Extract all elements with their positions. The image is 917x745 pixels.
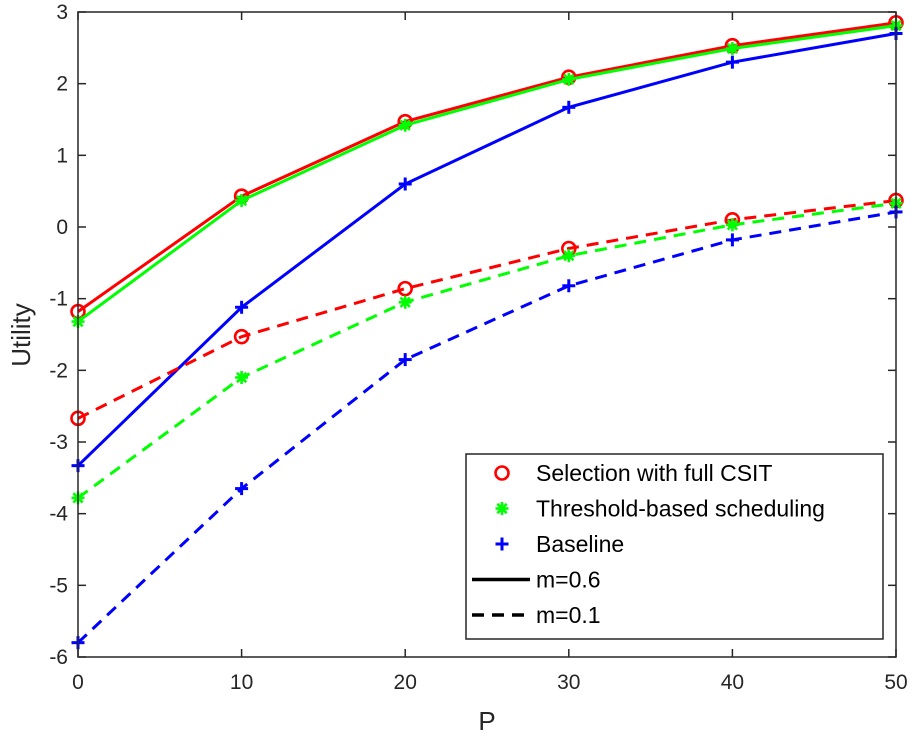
legend-label: m=0.6 bbox=[536, 567, 601, 593]
data-point-baseline-01-1 bbox=[235, 482, 249, 496]
data-point-threshold-based-scheduling-06-3 bbox=[562, 72, 576, 86]
y-tick-label: 2 bbox=[56, 73, 68, 96]
series-line-selection-with-full-csit-06 bbox=[77, 21, 897, 313]
data-point-baseline-06-4 bbox=[725, 55, 739, 69]
legend-item-selection-with-full-csit: Selection with full CSIT bbox=[494, 460, 772, 486]
legend: Selection with full CSIT Threshold-based … bbox=[465, 453, 884, 640]
legend-plus-icon bbox=[495, 537, 509, 551]
data-point-baseline-01-3 bbox=[562, 279, 576, 293]
y-tick-label: 1 bbox=[56, 144, 68, 167]
y-axis-label: Utility bbox=[6, 303, 36, 367]
legend-label: Selection with full CSIT bbox=[536, 460, 772, 486]
data-point-threshold-based-scheduling-01-2 bbox=[398, 295, 412, 309]
series-line-baseline-06 bbox=[76, 32, 897, 467]
data-point-threshold-based-scheduling-01-1 bbox=[235, 371, 249, 384]
legend-item-m-0-6: m=0.6 bbox=[472, 567, 601, 593]
y-tick-label: -4 bbox=[49, 503, 68, 526]
data-point-selection-with-full-csit-01-2 bbox=[397, 280, 414, 297]
series-line-threshold-based-scheduling-06 bbox=[77, 24, 897, 323]
legend-label: Threshold-based scheduling bbox=[536, 496, 825, 522]
x-tick-label: 20 bbox=[394, 671, 417, 694]
data-point-baseline-01-2 bbox=[398, 353, 412, 367]
x-tick-label: 50 bbox=[884, 671, 907, 694]
legend-label: m=0.1 bbox=[536, 602, 601, 628]
y-tick-label: -5 bbox=[49, 574, 68, 597]
y-tick-label: -2 bbox=[49, 359, 68, 382]
y-tick-label: 3 bbox=[56, 1, 68, 24]
legend-item-baseline: Baseline bbox=[495, 531, 624, 557]
data-point-baseline-06-2 bbox=[398, 177, 412, 191]
legend-circle-icon bbox=[494, 465, 510, 481]
legend-box bbox=[465, 453, 884, 640]
data-point-threshold-based-scheduling-01-4 bbox=[725, 218, 739, 232]
y-tick-label: -6 bbox=[49, 646, 68, 669]
legend-label: Baseline bbox=[536, 531, 624, 557]
legend-item-threshold-based-scheduling: Threshold-based scheduling bbox=[495, 496, 825, 522]
data-point-threshold-based-scheduling-01-3 bbox=[562, 249, 576, 263]
series-line-threshold-based-scheduling-01 bbox=[77, 201, 897, 500]
x-tick-label: 10 bbox=[230, 671, 253, 694]
x-tick-label: 0 bbox=[72, 671, 84, 694]
data-point-selection-with-full-csit-01-1 bbox=[233, 328, 250, 345]
series-line-baseline-01 bbox=[76, 210, 897, 644]
tick-layer: 0 10 20 30 40 50 -6 -5 -4 -3 -2 -1 0 1 2 3 bbox=[49, 1, 907, 694]
data-point-baseline-06-3 bbox=[562, 100, 576, 114]
legend-item-m-0-1: m=0.1 bbox=[472, 602, 601, 628]
data-point-baseline-06-1 bbox=[235, 300, 249, 314]
y-tick-label: -3 bbox=[49, 431, 68, 454]
y-tick-label: 0 bbox=[56, 216, 68, 239]
data-point-threshold-based-scheduling-06-2 bbox=[398, 118, 412, 132]
x-axis-label: P bbox=[478, 706, 495, 736]
x-tick-label: 30 bbox=[557, 671, 580, 694]
plot-frame bbox=[77, 11, 897, 658]
data-point-threshold-based-scheduling-06-4 bbox=[725, 42, 739, 56]
data-point-threshold-based-scheduling-06-1 bbox=[235, 193, 249, 207]
y-tick-label: -1 bbox=[49, 288, 68, 311]
legend-asterisk-icon bbox=[495, 502, 509, 515]
x-tick-label: 40 bbox=[721, 671, 744, 694]
data-point-baseline-01-4 bbox=[725, 233, 739, 247]
